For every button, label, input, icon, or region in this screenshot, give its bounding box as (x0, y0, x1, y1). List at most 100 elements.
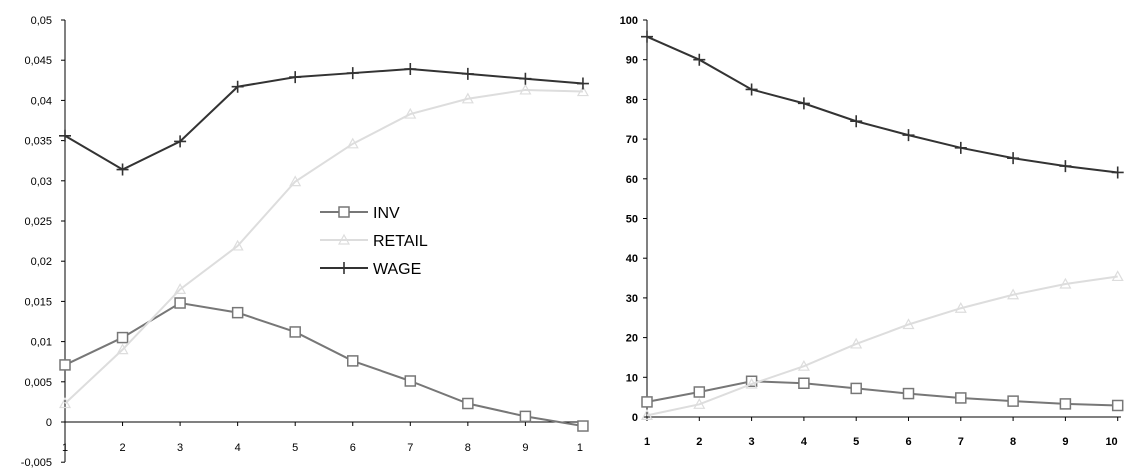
x-tick-label: 10 (1105, 436, 1117, 448)
series-line (64, 88, 583, 405)
x-tick-label: 2 (119, 442, 125, 454)
data-point (693, 386, 706, 398)
series-series-1 (641, 375, 1124, 412)
data-point (174, 135, 187, 148)
y-tick-label: 50 (626, 214, 638, 226)
data-point (640, 409, 654, 421)
series-line (646, 275, 1118, 417)
x-tick-label: 3 (749, 436, 755, 448)
y-tick-label: 0,025 (24, 216, 52, 228)
series-series-2 (640, 270, 1124, 421)
x-tick-label: 5 (292, 442, 298, 454)
x-tick-label: 7 (958, 436, 964, 448)
x-tick-label: 6 (905, 436, 911, 448)
data-point (404, 63, 417, 76)
data-point (404, 375, 417, 387)
series-line (64, 301, 584, 428)
y-tick-label: 0,05 (31, 15, 52, 27)
y-tick-label: 40 (626, 253, 638, 265)
data-point (745, 83, 758, 96)
data-point (1111, 270, 1124, 282)
y-tick-label: 0 (632, 412, 638, 424)
x-tick-label: 1 (644, 436, 650, 448)
data-point (116, 163, 129, 176)
x-tick-label: 5 (853, 436, 859, 448)
y-tick-label: 0,02 (31, 256, 52, 268)
data-point (576, 77, 589, 90)
data-point (902, 387, 915, 400)
data-point (902, 129, 915, 142)
data-point (231, 80, 244, 93)
data-point (577, 420, 589, 432)
legend-label: INV (373, 205, 400, 222)
data-point (116, 331, 129, 344)
series-line (646, 380, 1118, 407)
data-point (58, 397, 72, 409)
data-point (1111, 166, 1124, 179)
series-line (64, 68, 584, 171)
x-tick-label: 4 (235, 442, 241, 454)
data-point (1007, 395, 1019, 407)
y-tick-label: 0,015 (24, 296, 52, 308)
legend-label: RETAIL (373, 233, 428, 250)
data-point (693, 53, 706, 66)
series-series-3 (641, 30, 1124, 179)
x-tick-label: 6 (350, 442, 356, 454)
y-tick-label: 0,01 (31, 337, 52, 349)
data-point (745, 377, 758, 389)
data-point (462, 397, 474, 410)
data-point (902, 318, 915, 330)
data-point (346, 137, 359, 149)
data-point (1007, 288, 1020, 300)
x-tick-label: 4 (801, 436, 808, 448)
series-inv (59, 297, 589, 432)
x-tick-label: 1 (577, 442, 583, 454)
y-tick-label: 0,035 (24, 136, 52, 148)
x-tick-label: 7 (407, 442, 413, 454)
x-tick-label: 8 (465, 442, 471, 454)
data-point (850, 382, 862, 395)
data-point (519, 72, 532, 85)
data-point (797, 359, 810, 371)
legend-label: WAGE (373, 261, 421, 278)
data-point (797, 97, 810, 110)
data-point (174, 297, 186, 309)
data-point (1059, 398, 1072, 410)
y-tick-label: 100 (620, 15, 638, 27)
data-point (850, 115, 863, 128)
y-tick-label: 60 (626, 174, 638, 186)
data-point (1111, 399, 1124, 412)
legend: INV RETAIL WAGE (320, 205, 428, 278)
y-tick-label: 80 (626, 94, 638, 106)
legend-marker (338, 262, 350, 274)
data-point (289, 326, 301, 338)
data-point (954, 301, 967, 313)
data-point (519, 83, 532, 95)
data-point (231, 239, 244, 251)
data-point (174, 283, 187, 294)
chart-1: 0,050,0450,040,0350,030,0250,020,0150,01… (21, 15, 589, 468)
y-tick-label: 0,04 (31, 95, 52, 107)
y-tick-label: -0,005 (21, 457, 52, 468)
y-tick-label: 20 (626, 333, 638, 345)
data-point (519, 410, 532, 423)
data-point (461, 67, 474, 80)
x-tick-label: 8 (1010, 436, 1016, 448)
data-point (693, 398, 706, 409)
data-point (347, 355, 359, 367)
x-tick-label: 1 (62, 442, 68, 454)
data-point (745, 375, 758, 388)
data-point (641, 30, 653, 43)
data-point (954, 141, 967, 154)
data-point (850, 337, 863, 349)
x-tick-label: 3 (177, 442, 183, 454)
data-point (404, 107, 417, 119)
data-point (346, 67, 359, 80)
y-tick-label: 0 (46, 417, 52, 429)
data-point (116, 343, 129, 355)
data-point (231, 306, 244, 319)
y-tick-label: 90 (626, 55, 638, 67)
data-point (461, 92, 474, 104)
data-point (1059, 160, 1072, 173)
